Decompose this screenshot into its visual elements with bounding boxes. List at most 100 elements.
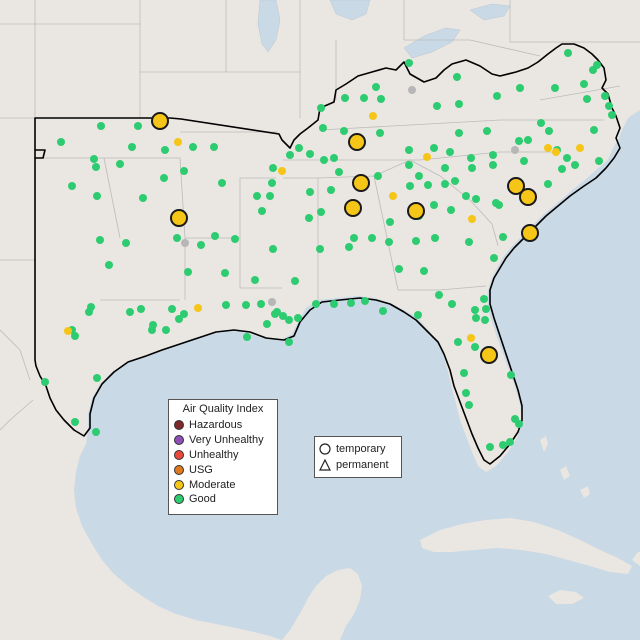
monitor-good[interactable] [221,269,229,277]
monitor-good[interactable] [454,338,462,346]
monitor-moderate-temporary[interactable] [352,174,370,192]
monitor-good[interactable] [41,378,49,386]
monitor-moderate-temporary[interactable] [521,224,539,242]
monitor-good[interactable] [405,59,413,67]
monitor-good[interactable] [453,73,461,81]
monitor-good[interactable] [242,301,250,309]
monitor-good[interactable] [490,254,498,262]
monitor-good[interactable] [269,245,277,253]
monitor-good[interactable] [455,129,463,137]
monitor-good[interactable] [471,306,479,314]
monitor-good[interactable] [361,297,369,305]
monitor-moderate[interactable] [369,112,377,120]
monitor-good[interactable] [180,310,188,318]
monitor-good[interactable] [340,127,348,135]
monitor-good[interactable] [71,418,79,426]
monitor-good[interactable] [317,104,325,112]
monitor-good[interactable] [433,102,441,110]
monitor-good[interactable] [489,151,497,159]
monitor-good[interactable] [448,300,456,308]
monitor-good[interactable] [160,174,168,182]
monitor-good[interactable] [435,291,443,299]
monitor-good[interactable] [493,92,501,100]
monitor-good[interactable] [468,164,476,172]
monitor-good[interactable] [424,181,432,189]
monitor-moderate-temporary[interactable] [407,202,425,220]
monitor-no-data[interactable] [268,298,276,306]
monitor-good[interactable] [335,168,343,176]
monitor-good[interactable] [330,154,338,162]
monitor-good[interactable] [126,308,134,316]
monitor-good[interactable] [480,295,488,303]
monitor-good[interactable] [319,124,327,132]
monitor-good[interactable] [137,305,145,313]
monitor-good[interactable] [499,441,507,449]
monitor-moderate[interactable] [576,144,584,152]
monitor-good[interactable] [499,233,507,241]
monitor-good[interactable] [341,94,349,102]
monitor-good[interactable] [447,206,455,214]
monitor-good[interactable] [317,208,325,216]
monitor-good[interactable] [294,314,302,322]
monitor-good[interactable] [173,234,181,242]
monitor-good[interactable] [472,195,480,203]
monitor-good[interactable] [489,161,497,169]
monitor-good[interactable] [379,307,387,315]
monitor-good[interactable] [266,192,274,200]
monitor-moderate-temporary[interactable] [151,112,169,130]
monitor-good[interactable] [134,122,142,130]
monitor-good[interactable] [551,84,559,92]
monitor-moderate-temporary[interactable] [519,188,537,206]
monitor-good[interactable] [96,236,104,244]
monitor-good[interactable] [305,214,313,222]
monitor-good[interactable] [257,300,265,308]
monitor-good[interactable] [451,177,459,185]
monitor-good[interactable] [507,371,515,379]
monitor-good[interactable] [486,443,494,451]
monitor-good[interactable] [71,332,79,340]
monitor-good[interactable] [372,83,380,91]
monitor-good[interactable] [180,167,188,175]
monitor-good[interactable] [243,333,251,341]
monitor-good[interactable] [327,186,335,194]
monitor-good[interactable] [320,156,328,164]
monitor-good[interactable] [222,301,230,309]
monitor-good[interactable] [595,157,603,165]
monitor-good[interactable] [608,111,616,119]
monitor-good[interactable] [93,192,101,200]
monitor-good[interactable] [545,127,553,135]
monitor-good[interactable] [516,84,524,92]
monitor-good[interactable] [57,138,65,146]
monitor-good[interactable] [506,438,514,446]
monitor-good[interactable] [139,194,147,202]
monitor-good[interactable] [97,122,105,130]
monitor-good[interactable] [258,207,266,215]
monitor-good[interactable] [537,119,545,127]
monitor-good[interactable] [520,157,528,165]
monitor-good[interactable] [405,161,413,169]
monitor-good[interactable] [483,127,491,135]
monitor-good[interactable] [405,146,413,154]
monitor-good[interactable] [605,102,613,110]
monitor-good[interactable] [420,267,428,275]
monitor-good[interactable] [465,238,473,246]
monitor-moderate-temporary[interactable] [344,199,362,217]
monitor-good[interactable] [472,314,480,322]
monitor-good[interactable] [85,308,93,316]
monitor-good[interactable] [92,163,100,171]
monitor-good[interactable] [148,326,156,334]
monitor-moderate[interactable] [423,153,431,161]
monitor-good[interactable] [415,172,423,180]
monitor-moderate[interactable] [278,167,286,175]
monitor-good[interactable] [462,389,470,397]
monitor-good[interactable] [197,241,205,249]
monitor-moderate[interactable] [467,334,475,342]
monitor-good[interactable] [268,179,276,187]
monitor-good[interactable] [279,312,287,320]
monitor-good[interactable] [90,155,98,163]
monitor-no-data[interactable] [181,239,189,247]
monitor-good[interactable] [210,143,218,151]
monitor-good[interactable] [285,316,293,324]
monitor-good[interactable] [471,343,479,351]
monitor-good[interactable] [286,151,294,159]
